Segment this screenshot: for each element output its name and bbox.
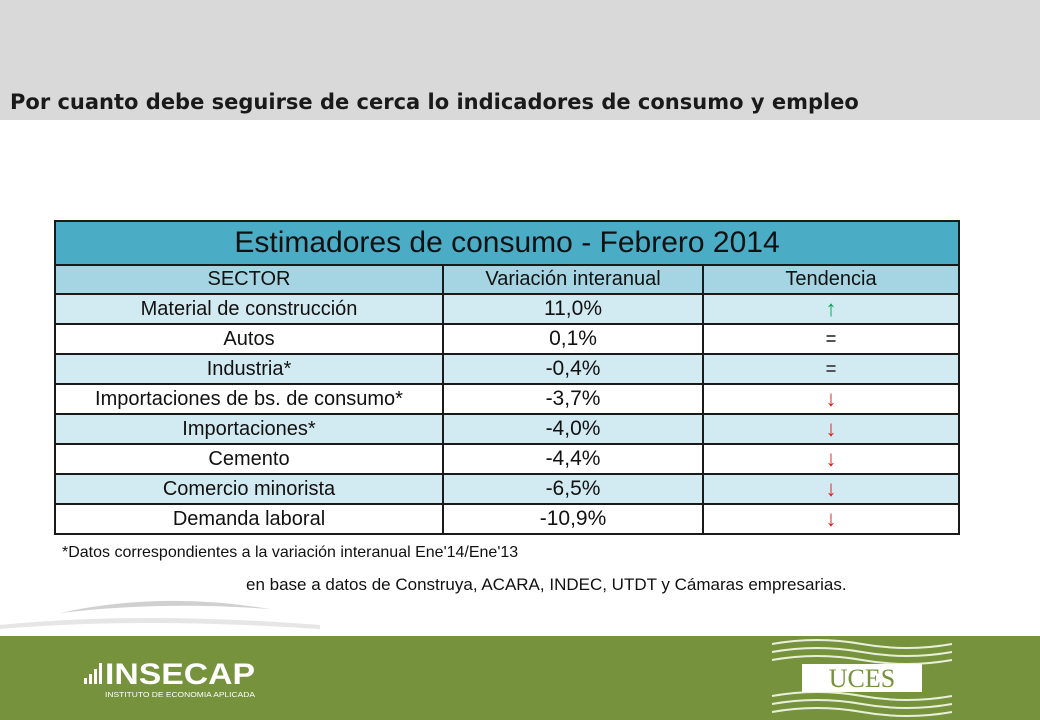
- down-arrow-icon: ↓: [825, 386, 837, 411]
- equal-icon: =: [825, 358, 837, 379]
- table-header-row: SECTOR Variación interanual Tendencia: [54, 264, 960, 295]
- sector-cell: Material de construcción: [54, 293, 444, 325]
- column-header-variation: Variación interanual: [442, 264, 704, 295]
- trend-cell: ↓: [702, 473, 960, 505]
- trend-cell: ↓: [702, 443, 960, 475]
- column-header-trend: Tendencia: [702, 264, 960, 295]
- variation-cell: -4,0%: [442, 413, 704, 445]
- slide-title: Por cuanto debe seguirse de cerca lo ind…: [10, 90, 859, 114]
- table-row: Importaciones* -4,0% ↓: [54, 413, 960, 445]
- variation-cell: -0,4%: [442, 353, 704, 385]
- trend-cell: ↓: [702, 503, 960, 535]
- sector-cell: Autos: [54, 323, 444, 355]
- consumption-table: Estimadores de consumo - Febrero 2014 SE…: [54, 220, 960, 535]
- down-arrow-icon: ↓: [825, 506, 837, 531]
- sector-cell: Importaciones*: [54, 413, 444, 445]
- up-arrow-icon: ↑: [825, 296, 837, 321]
- uces-logo-text: UCES: [829, 664, 895, 693]
- table-row: Cemento -4,4% ↓: [54, 443, 960, 475]
- insecap-logo-text: INSECAP: [105, 658, 255, 691]
- uces-logo: UCES: [771, 639, 953, 717]
- variation-cell: -4,4%: [442, 443, 704, 475]
- sector-cell: Comercio minorista: [54, 473, 444, 505]
- sector-cell: Industria*: [54, 353, 444, 385]
- trend-cell: =: [702, 323, 960, 355]
- equal-icon: =: [825, 328, 837, 349]
- down-arrow-icon: ↓: [825, 446, 837, 471]
- title-band: [0, 0, 1040, 120]
- variation-cell: 0,1%: [442, 323, 704, 355]
- variation-cell: 11,0%: [442, 293, 704, 325]
- insecap-logo: INSECAP INSTITUTO DE ECONOMIA APLICADA: [84, 658, 255, 699]
- sector-cell: Importaciones de bs. de consumo*: [54, 383, 444, 415]
- table-row: Demanda laboral -10,9% ↓: [54, 503, 960, 535]
- trend-cell: ↓: [702, 413, 960, 445]
- variation-cell: -6,5%: [442, 473, 704, 505]
- down-arrow-icon: ↓: [825, 416, 837, 441]
- table-caption: Estimadores de consumo - Febrero 2014: [54, 220, 960, 266]
- table-row: Autos 0,1% =: [54, 323, 960, 355]
- table-row: Importaciones de bs. de consumo* -3,7% ↓: [54, 383, 960, 415]
- column-header-sector: SECTOR: [54, 264, 444, 295]
- trend-cell: ↑: [702, 293, 960, 325]
- sector-cell: Cemento: [54, 443, 444, 475]
- table-row: Industria* -0,4% =: [54, 353, 960, 385]
- down-arrow-icon: ↓: [825, 476, 837, 501]
- variation-cell: -3,7%: [442, 383, 704, 415]
- footnote: *Datos correspondientes a la variación i…: [62, 544, 519, 561]
- table-caption-row: Estimadores de consumo - Febrero 2014: [54, 220, 960, 266]
- table-row: Material de construcción 11,0% ↑: [54, 293, 960, 325]
- trend-cell: ↓: [702, 383, 960, 415]
- table-row: Comercio minorista -6,5% ↓: [54, 473, 960, 505]
- insecap-tagline: INSTITUTO DE ECONOMIA APLICADA: [105, 690, 255, 699]
- sector-cell: Demanda laboral: [54, 503, 444, 535]
- decorative-swoosh: [0, 600, 320, 629]
- variation-cell: -10,9%: [442, 503, 704, 535]
- trend-cell: =: [702, 353, 960, 385]
- source-note: en base a datos de Construya, ACARA, IND…: [246, 575, 847, 594]
